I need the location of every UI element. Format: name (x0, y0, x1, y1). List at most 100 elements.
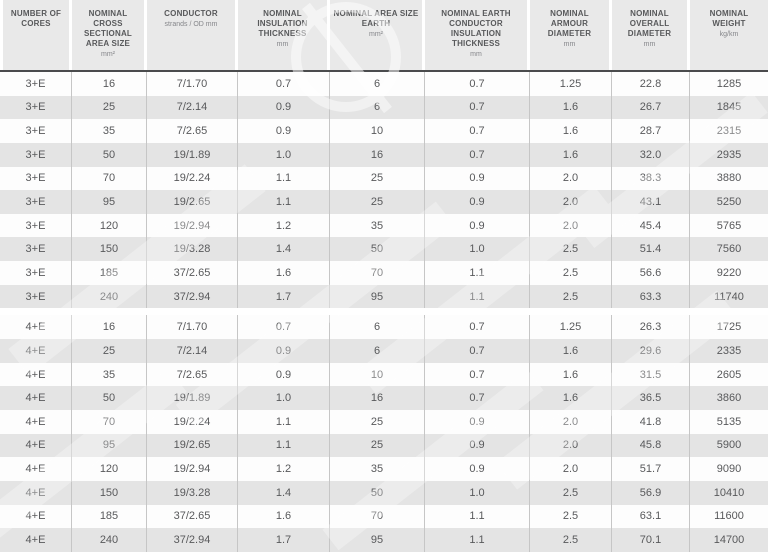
table-cell-earth_insulation_thickness: 1.1 (425, 284, 530, 309)
table-cell-cross_sectional_area: 25 (72, 339, 147, 363)
table-cell-overall_diameter: 26.7 (612, 95, 690, 120)
table-cell-insulation_thickness: 1.1 (238, 409, 330, 434)
table-row: 3+E 150 19/3.28 1.4 50 1.0 2.5 51.4 7560 (0, 237, 768, 262)
table-cell-overall_diameter: 38.3 (612, 166, 690, 191)
table-cell-insulation_thickness: 0.7 (238, 72, 330, 96)
table-cell-cores: 4+E (0, 315, 72, 340)
table-cell-armour_diameter: 2.5 (530, 480, 612, 505)
table-cell-earth_area: 6 (330, 339, 425, 363)
column-label: NOMINAL INSULATION THICKNESS (257, 9, 308, 38)
table-cell-overall_diameter: 45.8 (612, 433, 690, 458)
table-cell-weight: 3860 (716, 392, 742, 405)
table-cell-insulation_thickness: 0.7 (238, 315, 330, 340)
table-cell-conductor: 7/1.70 (147, 72, 238, 96)
table-cell-cross_sectional_area: 120 (72, 457, 147, 481)
table-cell-insulation_thickness: 1.7 (238, 284, 330, 309)
column-label: NOMINAL CROSS SECTIONAL AREA SIZE (83, 9, 133, 48)
table-cell-earth_area: 70 (330, 261, 425, 285)
table-cell-conductor: 19/3.28 (147, 480, 238, 505)
table-row: 3+E 95 19/2.65 1.1 25 0.9 2.0 43.1 5250 (0, 190, 768, 214)
table-cell-conductor: 19/3.28 (147, 237, 238, 262)
table-row: 4+E 120 19/2.94 1.2 35 0.9 2.0 51.7 9090 (0, 457, 768, 481)
table-cell-conductor: 19/2.94 (147, 213, 238, 238)
table-cell-overall_diameter: 63.3 (612, 284, 690, 309)
table-cell-armour_diameter: 2.0 (530, 433, 612, 458)
table-cell-cores: 3+E (0, 190, 72, 214)
table-cell-armour_diameter: 2.0 (530, 213, 612, 238)
table-row: 4+E 240 37/2.94 1.7 95 1.1 2.5 70.1 14700 (0, 528, 768, 552)
table-cell-cores: 3+E (0, 95, 72, 120)
table-cell-overall_diameter: 28.7 (612, 119, 690, 143)
table-cell-armour_diameter: 2.5 (530, 284, 612, 309)
table-cell-cores: 3+E (0, 166, 72, 191)
column-label: CONDUCTOR (164, 9, 218, 18)
table-cell-weight: 3880 (716, 172, 742, 185)
table-cell-armour_diameter: 2.0 (530, 190, 612, 214)
table-cell-earth_insulation_thickness: 0.7 (425, 362, 530, 387)
table-cell-earth_area: 25 (330, 166, 425, 191)
table-cell-overall_diameter: 43.1 (612, 190, 690, 214)
table-cell-cross_sectional_area: 35 (72, 362, 147, 387)
table-cell-overall_diameter: 63.1 (612, 504, 690, 529)
table-cell-earth_insulation_thickness: 1.0 (425, 237, 530, 262)
table-cell-conductor: 7/2.65 (147, 362, 238, 387)
table-row: 4+E 35 7/2.65 0.9 10 0.7 1.6 31.5 2605 (0, 362, 768, 387)
table-row: 4+E 50 19/1.89 1.0 16 0.7 1.6 36.5 3860 (0, 386, 768, 410)
column-sublabel: mm² (101, 51, 115, 58)
table-cell-weight: 11600 (714, 510, 744, 523)
table-cell-cores: 3+E (0, 72, 72, 96)
table-cell-insulation_thickness: 0.9 (238, 119, 330, 143)
table-cell-earth_insulation_thickness: 0.9 (425, 213, 530, 238)
table-cell-earth_insulation_thickness: 1.1 (425, 504, 530, 529)
table-cell-weight: 9090 (716, 463, 742, 476)
table-cell-cross_sectional_area: 16 (72, 72, 147, 96)
table-cell-earth_area: 50 (330, 480, 425, 505)
table-row: 3+E 240 37/2.94 1.7 95 1.1 2.5 63.3 11740 (0, 284, 768, 309)
table-cell-conductor: 7/2.14 (147, 95, 238, 120)
column-header-cross_sectional_area: NOMINAL CROSS SECTIONAL AREA SIZE mm² (72, 0, 147, 70)
table-cell-cores: 4+E (0, 433, 72, 458)
table-cell-armour_diameter: 2.5 (530, 504, 612, 529)
table-cell-cores: 4+E (0, 504, 72, 529)
table-cell-cross_sectional_area: 150 (72, 480, 147, 505)
table-cell-armour_diameter: 1.25 (530, 72, 612, 96)
table-cell-cores: 4+E (0, 362, 72, 387)
table-cell-cores: 3+E (0, 261, 72, 285)
table-cell-earth_insulation_thickness: 1.1 (425, 528, 530, 552)
table-cell-insulation_thickness: 1.2 (238, 213, 330, 238)
table-cell-earth_area: 6 (330, 72, 425, 96)
table-cell-cross_sectional_area: 25 (72, 95, 147, 120)
table-cell-conductor: 19/1.89 (147, 386, 238, 410)
table-cell-weight: 2935 (716, 148, 742, 161)
table-cell-earth_insulation_thickness: 1.0 (425, 480, 530, 505)
table-cell-earth_area: 16 (330, 386, 425, 410)
column-sublabel: kg/km (719, 31, 739, 38)
table-cell-insulation_thickness: 0.9 (238, 339, 330, 363)
table-cell-earth_insulation_thickness: 0.9 (425, 409, 530, 434)
table-cell-weight: 7560 (716, 243, 742, 256)
table-cell-conductor: 19/2.65 (147, 433, 238, 458)
table-cell-armour_diameter: 2.5 (530, 261, 612, 285)
table-cell-conductor: 7/2.14 (147, 339, 238, 363)
table-cell-weight: 1285 (716, 77, 742, 90)
table-cell-cross_sectional_area: 70 (72, 166, 147, 191)
table-row: 3+E 70 19/2.24 1.1 25 0.9 2.0 38.3 3880 (0, 166, 768, 191)
table-cell-armour_diameter: 1.6 (530, 339, 612, 363)
table-cell-cross_sectional_area: 70 (72, 409, 147, 434)
table-row: 4+E 70 19/2.24 1.1 25 0.9 2.0 41.8 5135 (0, 409, 768, 434)
table-cell-insulation_thickness: 1.4 (238, 480, 330, 505)
table-cell-overall_diameter: 51.4 (612, 237, 690, 262)
table-cell-insulation_thickness: 0.9 (238, 362, 330, 387)
table-cell-earth_area: 25 (330, 409, 425, 434)
table-cell-weight: 2315 (716, 125, 742, 138)
table-cell-cross_sectional_area: 50 (72, 386, 147, 410)
table-cell-earth_area: 25 (330, 190, 425, 214)
table-cell-cross_sectional_area: 185 (72, 261, 147, 285)
table-cell-weight: 5900 (716, 439, 742, 452)
column-header-conductor: CONDUCTOR strands / OD mm (147, 0, 238, 70)
table-cell-cross_sectional_area: 120 (72, 213, 147, 238)
table-cell-earth_area: 10 (330, 119, 425, 143)
table-cell-cores: 3+E (0, 237, 72, 262)
column-header-overall_diameter: NOMINAL OVERALL DIAMETER mm (612, 0, 690, 70)
table-cell-earth_area: 70 (330, 504, 425, 529)
